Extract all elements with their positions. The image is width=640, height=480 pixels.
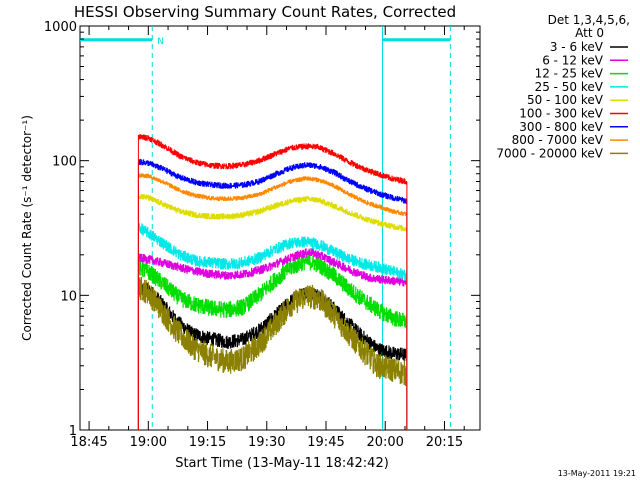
series-line	[137, 134, 408, 430]
y-tick-label: 1000	[44, 20, 77, 35]
series-line	[137, 252, 408, 430]
legend-entry-label: 3 - 6 keV	[550, 40, 604, 54]
series-line	[137, 276, 408, 430]
series-line	[137, 172, 408, 430]
y-tick-label: 100	[52, 155, 77, 170]
series-line	[137, 248, 408, 430]
legend-entry-label: 300 - 800 keV	[519, 120, 603, 134]
legend-header-detectors: Det 1,3,4,5,6,	[548, 13, 630, 27]
legend-entry-label: 800 - 7000 keV	[512, 133, 604, 147]
x-tick-label: 20:15	[426, 435, 463, 450]
legend-header-attenuator: Att 0	[575, 26, 604, 40]
legend-entry-label: 6 - 12 keV	[542, 53, 604, 67]
y-tick-label: 1	[69, 424, 77, 439]
x-tick-label: 19:15	[189, 435, 226, 450]
series-lines	[137, 134, 408, 430]
x-tick-label: 18:45	[70, 435, 107, 450]
night-marker-label: N	[157, 37, 164, 47]
plot-frame	[79, 25, 481, 431]
y-tick-label: 10	[60, 289, 77, 304]
legend-entry-label: 7000 - 20000 keV	[496, 146, 603, 160]
axes: 18:45 19:00 19:15 19:30 19:45 20:00 20:15 1 10 10…	[44, 20, 480, 450]
legend-entry-label: 25 - 50 keV	[535, 80, 604, 94]
plot-area: N 18:45 19:00 19:15 19:30 19:45 20:00 20:15 1 10…	[44, 20, 481, 450]
chart-title: HESSI Observing Summary Count Rates, Cor…	[74, 3, 456, 21]
x-tick-label: 19:00	[130, 435, 167, 450]
x-tick-label: 20:00	[366, 435, 403, 450]
series-line	[137, 158, 408, 430]
legend-entry-label: 100 - 300 keV	[519, 107, 603, 121]
x-tick-label: 19:45	[307, 435, 344, 450]
series-line	[137, 223, 408, 430]
legend-entry-label: 12 - 25 keV	[535, 67, 604, 81]
y-axis-label: Corrected Count Rate (s⁻¹ detector⁻¹)	[20, 115, 34, 341]
x-tick-label: 19:30	[248, 435, 285, 450]
legend-entry-label: 50 - 100 keV	[527, 93, 604, 107]
footer-date: 13-May-2011 19:21	[558, 469, 636, 478]
series-line	[137, 194, 408, 430]
x-axis-label: Start Time (13-May-11 18:42:42)	[175, 456, 389, 471]
